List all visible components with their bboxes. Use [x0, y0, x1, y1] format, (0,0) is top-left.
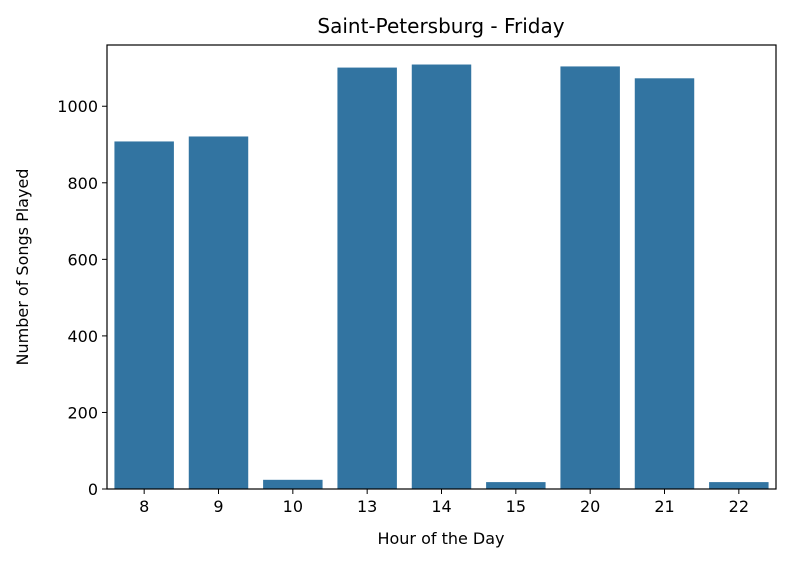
x-tick-label: 21	[654, 497, 674, 516]
y-axis-ticks: 0 200 400 600 800 1000	[57, 97, 107, 499]
bar-21	[634, 78, 695, 490]
x-axis-label: Hour of the Day	[377, 529, 504, 548]
bars-group	[114, 64, 769, 490]
plot-frame	[106, 44, 777, 490]
x-tick-label: 22	[729, 497, 749, 516]
y-tick-label: 400	[67, 327, 98, 346]
bar-10	[263, 479, 323, 489]
x-tick-label: 10	[283, 497, 303, 516]
x-tick-label: 8	[139, 497, 149, 516]
x-tick-label: 15	[506, 497, 526, 516]
y-tick-label: 600	[67, 250, 98, 269]
x-tick-label: 9	[213, 497, 223, 516]
bar-22	[709, 482, 769, 489]
y-tick-label: 0	[88, 480, 98, 499]
bar-14	[411, 64, 472, 489]
bar-13	[337, 67, 397, 489]
x-tick-label: 13	[357, 497, 377, 516]
bar-8	[114, 141, 174, 489]
x-tick-label: 20	[580, 497, 600, 516]
chart-title: Saint-Petersburg - Friday	[317, 14, 564, 38]
bar-20	[560, 66, 620, 490]
bar-9	[188, 136, 249, 489]
x-tick-label: 14	[431, 497, 451, 516]
y-tick-label: 1000	[57, 97, 98, 116]
bar-15	[486, 482, 546, 489]
y-tick-label: 800	[67, 174, 98, 193]
y-tick-label: 200	[67, 403, 98, 422]
y-axis-label: Number of Songs Played	[13, 169, 32, 366]
x-axis-ticks: 8 9 10 13 14 15 20 21 22	[139, 489, 749, 516]
